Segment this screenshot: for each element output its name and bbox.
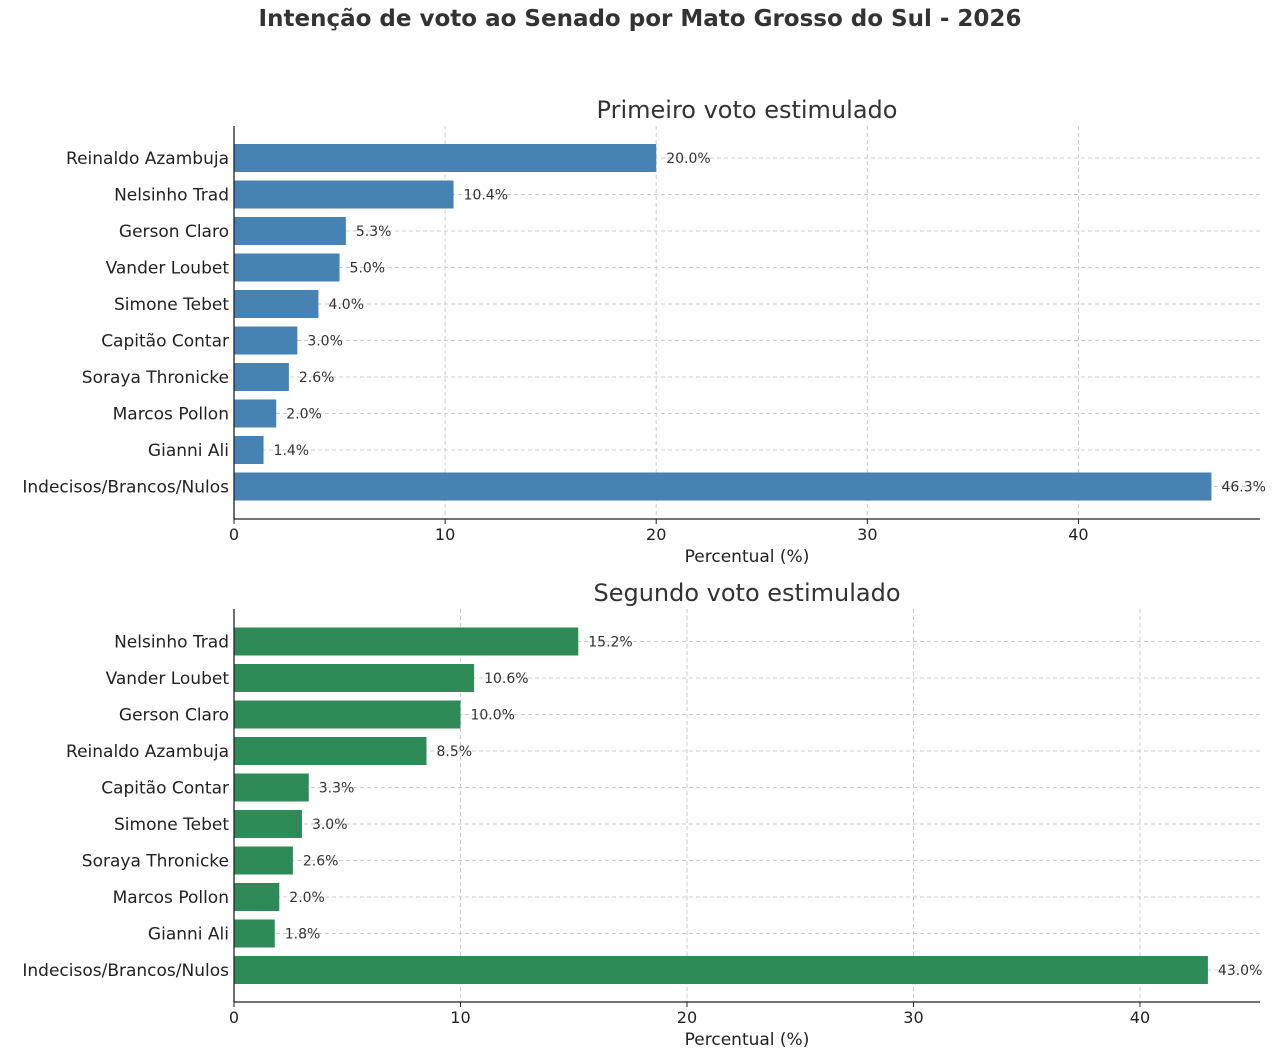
chart-2-category-label: Gianni Ali [148,925,229,945]
chart-1-data-label: 20.0% [666,151,710,167]
chart-1-data-label: 10.4% [464,188,508,204]
chart-2-category-label: Soraya Thronicke [82,852,229,872]
chart-1-category-label: Capitão Contar [101,332,229,352]
chart-1-bar [234,472,1212,501]
chart-1-bar [234,290,319,318]
chart-1-title: Primeiro voto estimulado [597,96,898,124]
chart-1-data-label: 1.4% [274,443,310,459]
chart-1-data-label: 2.0% [286,407,322,423]
chart-2-category-label: Gerson Claro [119,706,229,726]
chart-2-category-label: Reinaldo Azambuja [66,742,229,762]
chart-2-data-label: 3.0% [312,817,348,833]
chart-1-category-label: Marcos Pollon [113,405,229,425]
chart-2-category-label: Capitão Contar [101,779,229,799]
chart-2-data-label: 10.0% [470,708,514,724]
chart-1-bar [234,144,657,172]
chart-2-data-label: 2.6% [303,854,339,870]
chart-1-x-tick-label: 20 [646,525,666,544]
chart-2-category-label: Nelsinho Trad [114,633,229,653]
chart-2-bar [234,664,475,692]
chart-1-category-label: Simone Tebet [114,295,229,315]
chart-2-data-label: 2.0% [289,890,325,906]
chart-1-data-label: 3.0% [307,334,343,350]
chart-1-x-tick-label: 40 [1068,525,1088,544]
chart-2-title: Segundo voto estimulado [593,579,900,607]
chart-2-x-axis-label: Percentual (%) [685,1030,810,1050]
chart-1-x-tick-label: 10 [435,525,455,544]
chart-1-bar [234,399,277,428]
chart-2-bar [234,773,309,802]
chart-2-bar [234,919,275,948]
chart-1-bar [234,217,346,245]
chart-2-category-label: Vander Loubet [106,669,230,689]
chart-2-bar [234,737,427,765]
chart-2-category-label: Indecisos/Brancos/Nulos [22,961,229,981]
chart-1-data-label: 5.3% [356,224,392,240]
chart-1-x-tick-label: 30 [857,525,877,544]
chart-1-category-label: Vander Loubet [106,259,230,279]
chart-2-data-label: 8.5% [437,744,473,760]
chart-2-data-label: 43.0% [1218,963,1262,979]
chart-1-x-tick-label: 0 [229,525,239,544]
chart-2-bar [234,883,280,911]
chart-1-data-label: 4.0% [328,297,364,313]
chart-2-bar [234,810,302,838]
chart-1-category-label: Indecisos/Brancos/Nulos [22,478,229,498]
chart-2-data-label: 15.2% [588,635,632,651]
chart-2-data-label: 1.8% [285,927,321,943]
chart-2-x-tick-label: 40 [1130,1008,1150,1027]
chart-1-data-label: 5.0% [350,261,386,277]
chart-1-bar [234,326,298,355]
chart-1-bar [234,363,289,391]
chart-1-category-label: Soraya Thronicke [82,368,229,388]
chart-2-bar [234,700,461,729]
chart-2-data-label: 3.3% [319,781,355,797]
chart-1-category-label: Gerson Claro [119,222,229,242]
chart-2-category-label: Marcos Pollon [113,888,229,908]
chart-2-x-tick-label: 10 [450,1008,470,1027]
chart-2-data-label: 10.6% [484,671,528,687]
chart-1-category-label: Nelsinho Trad [114,186,229,206]
chart-1-bar [234,180,454,209]
chart-2-category-label: Simone Tebet [114,815,229,835]
chart-1-data-label: 2.6% [299,370,335,386]
chart-2-bar [234,627,579,656]
figure-title: Intenção de voto ao Senado por Mato Gros… [258,6,1022,32]
chart-2-bar [234,956,1208,984]
chart-2-x-tick-label: 20 [677,1008,697,1027]
chart-1-data-label: 46.3% [1221,480,1265,496]
chart-1-bar [234,436,264,464]
chart-1-category-label: Reinaldo Azambuja [66,149,229,169]
chart-1-category-label: Gianni Ali [148,441,229,461]
chart-1-bar [234,253,340,282]
chart-2-bar [234,846,293,875]
chart-2-x-tick-label: 30 [903,1008,923,1027]
chart-2-x-tick-label: 0 [229,1008,239,1027]
chart-1-x-axis-label: Percentual (%) [685,547,810,567]
